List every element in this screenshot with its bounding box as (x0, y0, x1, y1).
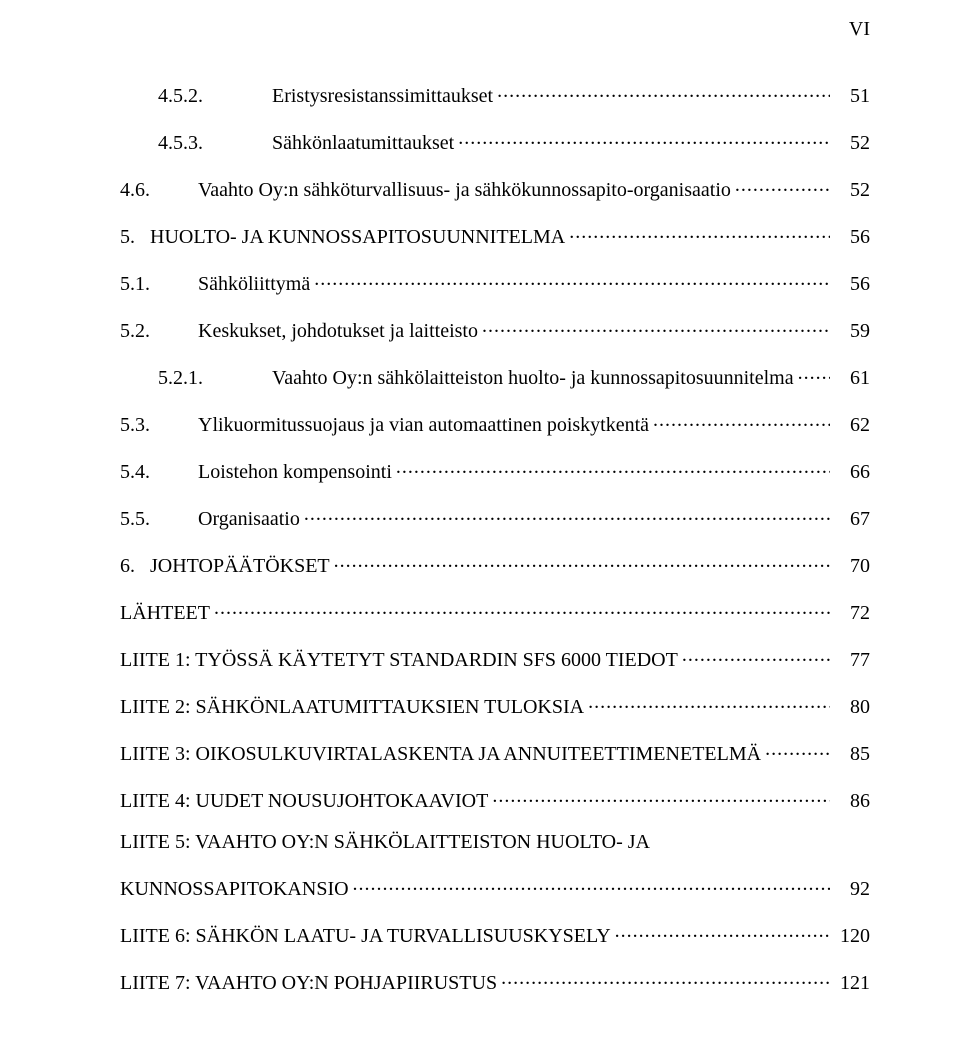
toc-entry-page: 70 (834, 556, 870, 576)
toc-entry-title: LIITE 3: OIKOSULKUVIRTALASKENTA JA ANNUI… (120, 744, 761, 764)
toc-entry-number: 4.5.3. (120, 133, 272, 153)
toc-leader (396, 456, 830, 478)
toc-entry: 4.5.2.Eristysresistanssimittaukset 51 (120, 80, 870, 106)
toc-entry-number: 5.5. (120, 509, 198, 529)
toc-entry-title-line2: KUNNOSSAPITOKANSIO (120, 879, 349, 899)
toc-entry-title: Organisaatio (198, 509, 300, 529)
toc-entry-page: 56 (834, 227, 870, 247)
toc-leader (214, 597, 830, 619)
toc-entry-page: 52 (834, 133, 870, 153)
toc-entry-number: 4.6. (120, 180, 198, 200)
toc-entry: 5.2.Keskukset, johdotukset ja laitteisto… (120, 315, 870, 341)
toc-entry: 5.5.Organisaatio 67 (120, 503, 870, 529)
toc-entry: 6.JOHTOPÄÄTÖKSET 70 (120, 550, 870, 576)
toc-entry: LIITE 1: TYÖSSÄ KÄYTETYT STANDARDIN SFS … (120, 644, 870, 670)
toc-leader (304, 503, 830, 525)
toc-leader (353, 873, 830, 895)
toc-leader (501, 967, 830, 989)
toc-entry-page: 92 (834, 879, 870, 899)
toc-entry-page: 120 (834, 926, 870, 946)
toc-entry-page: 121 (834, 973, 870, 993)
toc-entry: 5.3.Ylikuormitussuojaus ja vian automaat… (120, 409, 870, 435)
toc-leader (735, 174, 830, 196)
toc-entry-page: 59 (834, 321, 870, 341)
toc-entry-title: HUOLTO- JA KUNNOSSAPITOSUUNNITELMA (150, 227, 565, 247)
toc-leader (482, 315, 830, 337)
toc-leader (497, 80, 830, 102)
toc-entry-title: Vaahto Oy:n sähkölaitteiston huolto- ja … (272, 368, 794, 388)
toc-entry-page: 85 (834, 744, 870, 764)
toc-entry-title: Sähköliittymä (198, 274, 310, 294)
toc-entry-page: 51 (834, 86, 870, 106)
toc-entry-title: LIITE 2: SÄHKÖNLAATUMITTAUKSIEN TULOKSIA (120, 697, 584, 717)
toc-entry-number: 6. (120, 556, 150, 576)
toc-entry-title: Eristysresistanssimittaukset (272, 86, 493, 106)
toc-leader (798, 362, 830, 384)
toc-entry-page: 61 (834, 368, 870, 388)
toc-entry: 5.2.1.Vaahto Oy:n sähkölaitteiston huolt… (120, 362, 870, 388)
toc-entry-number: 5. (120, 227, 150, 247)
toc-entry: 4.6.Vaahto Oy:n sähköturvallisuus- ja sä… (120, 174, 870, 200)
toc-leader (588, 691, 830, 713)
toc-entry-number: 4.5.2. (120, 86, 272, 106)
toc-entry-title: Vaahto Oy:n sähköturvallisuus- ja sähkök… (198, 180, 731, 200)
document-page: VI 4.5.2.Eristysresistanssimittaukset514… (0, 0, 960, 1054)
toc-leader (334, 550, 830, 572)
toc-entry: LIITE 7: VAAHTO OY:N POHJAPIIRUSTUS 121 (120, 967, 870, 993)
toc-leader (314, 268, 830, 290)
toc-entry-title: Keskukset, johdotukset ja laitteisto (198, 321, 478, 341)
toc-leader (653, 409, 830, 431)
toc-entry-number: 5.2. (120, 321, 198, 341)
toc-entry: 5.1.Sähköliittymä 56 (120, 268, 870, 294)
toc-entry-number: 5.4. (120, 462, 198, 482)
toc-entry-title: Loistehon kompensointi (198, 462, 392, 482)
table-of-contents: 4.5.2.Eristysresistanssimittaukset514.5.… (120, 80, 870, 993)
toc-leader (569, 221, 830, 243)
toc-leader (615, 920, 830, 942)
toc-entry-title: LIITE 1: TYÖSSÄ KÄYTETYT STANDARDIN SFS … (120, 650, 678, 670)
toc-entry: LIITE 3: OIKOSULKUVIRTALASKENTA JA ANNUI… (120, 738, 870, 764)
toc-entry-number: 5.3. (120, 415, 198, 435)
toc-entry-page: 52 (834, 180, 870, 200)
toc-entry-page: 56 (834, 274, 870, 294)
toc-entry-title: LIITE 6: SÄHKÖN LAATU- JA TURVALLISUUSKY… (120, 926, 611, 946)
toc-entry-number: 5.1. (120, 274, 198, 294)
toc-entry-page: 77 (834, 650, 870, 670)
toc-entry: LÄHTEET 72 (120, 597, 870, 623)
toc-entry-page: 86 (834, 791, 870, 811)
toc-leader (492, 785, 830, 807)
toc-entry: LIITE 2: SÄHKÖNLAATUMITTAUKSIEN TULOKSIA… (120, 691, 870, 717)
toc-entry-page: 67 (834, 509, 870, 529)
toc-entry-title: Ylikuormitussuojaus ja vian automaattine… (198, 415, 649, 435)
toc-entry: LIITE 6: SÄHKÖN LAATU- JA TURVALLISUUSKY… (120, 920, 870, 946)
toc-leader (458, 127, 830, 149)
toc-entry: 5.HUOLTO- JA KUNNOSSAPITOSUUNNITELMA 56 (120, 221, 870, 247)
toc-entry-title: LIITE 7: VAAHTO OY:N POHJAPIIRUSTUS (120, 973, 497, 993)
toc-entry-page: 66 (834, 462, 870, 482)
toc-entry-title: Sähkönlaatumittaukset (272, 133, 454, 153)
toc-leader (765, 738, 830, 760)
page-number: VI (849, 18, 870, 41)
toc-entry-page: 80 (834, 697, 870, 717)
toc-entry-title: LIITE 4: UUDET NOUSUJOHTOKAAVIOT (120, 791, 488, 811)
toc-leader (682, 644, 830, 666)
toc-entry: 5.4.Loistehon kompensointi 66 (120, 456, 870, 482)
toc-entry-page: 62 (834, 415, 870, 435)
toc-entry: LIITE 5: VAAHTO OY:N SÄHKÖLAITTEISTON HU… (120, 832, 870, 899)
toc-entry-title-line1: LIITE 5: VAAHTO OY:N SÄHKÖLAITTEISTON HU… (120, 832, 870, 852)
toc-entry: LIITE 4: UUDET NOUSUJOHTOKAAVIOT 86 (120, 785, 870, 811)
toc-entry-title: LÄHTEET (120, 603, 210, 623)
toc-entry-title: JOHTOPÄÄTÖKSET (150, 556, 330, 576)
toc-entry: 4.5.3.Sähkönlaatumittaukset 52 (120, 127, 870, 153)
toc-entry-page: 72 (834, 603, 870, 623)
toc-entry-number: 5.2.1. (120, 368, 272, 388)
